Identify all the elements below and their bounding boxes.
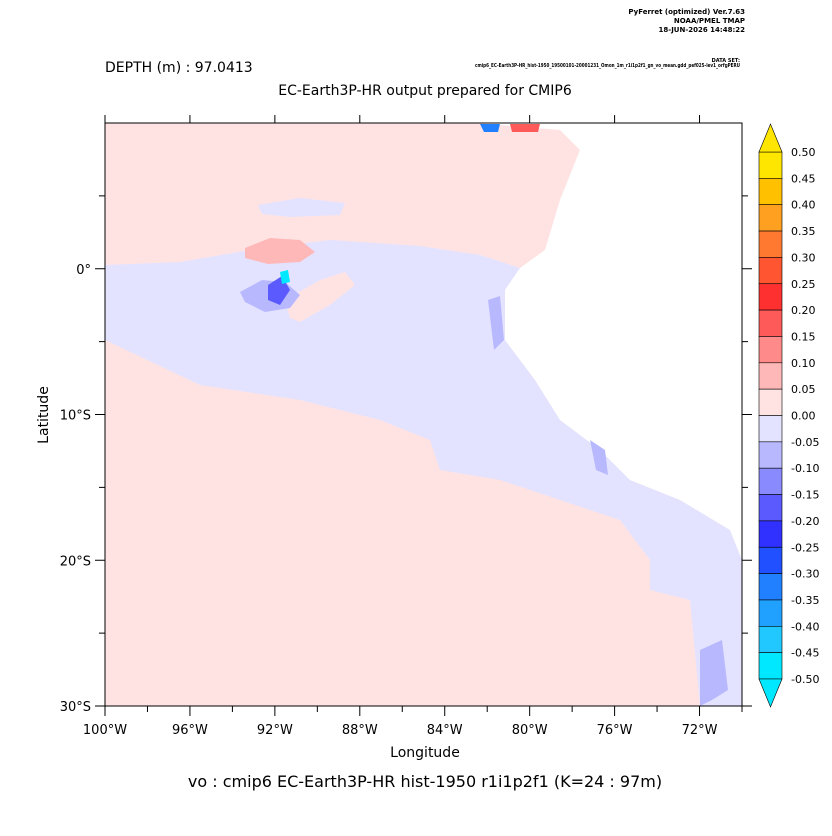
coast-strip <box>700 640 728 706</box>
positive-tongue <box>285 272 355 322</box>
colorbar-box <box>758 230 783 258</box>
colorbar-label: -0.50 <box>791 673 819 686</box>
colorbar-label: -0.35 <box>791 594 819 607</box>
chart-title: EC-Earth3P-HR output prepared for CMIP6 <box>278 83 572 99</box>
header-line: 18-JUN-2026 14:48:22 <box>659 26 746 34</box>
colorbar-box <box>758 283 783 311</box>
x-tick-label: 92°W <box>257 723 293 738</box>
y-tick-label: 10°S <box>60 409 91 424</box>
colorbar-box <box>758 257 783 285</box>
colorbar-label: 0.15 <box>791 330 816 343</box>
positive-patch <box>245 238 315 264</box>
colorbar-label: 0.05 <box>791 383 816 396</box>
x-tick-label: 100°W <box>83 723 127 738</box>
colorbar-label: 0.20 <box>791 304 816 317</box>
dataset: cmip6_EC-Earth3P-HR_hist-1950_19500101-2… <box>475 63 740 69</box>
colorbar-box <box>758 573 783 601</box>
colorbar-box <box>758 151 783 179</box>
colorbar-label: -0.45 <box>791 647 819 660</box>
y-tick-label: 0° <box>76 263 91 278</box>
colorbar-box <box>758 178 783 206</box>
colorbar-box <box>758 309 783 337</box>
colorbar-label: -0.05 <box>791 436 819 449</box>
colorbar-label: 0.50 <box>791 146 816 159</box>
colorbar-box <box>758 336 783 364</box>
field <box>105 123 745 706</box>
y-tick-label: 20°S <box>60 554 91 569</box>
colorbar-label: -0.40 <box>791 620 819 633</box>
depth-label: DEPTH (m) : 97.0413 <box>105 60 253 76</box>
negative-core <box>280 270 290 284</box>
colorbar-box <box>758 520 783 548</box>
colorbar-label: 0.40 <box>791 199 816 212</box>
colorbar-over <box>758 123 783 153</box>
colorbar-label: -0.25 <box>791 541 819 554</box>
negative-patch <box>258 198 345 217</box>
colorbar-label: 0.35 <box>791 225 816 238</box>
colorbar-label: 0.25 <box>791 278 816 291</box>
x-tick-label: 72°W <box>682 723 718 738</box>
colorbar-box <box>758 362 783 390</box>
colorbar-label: -0.15 <box>791 489 819 502</box>
negative-region <box>105 240 742 706</box>
header-line: NOAA/PMEL TMAP <box>674 17 745 25</box>
colorbar-label: 0.10 <box>791 357 816 370</box>
coast-strip <box>590 440 608 475</box>
colorbar-box <box>758 546 783 574</box>
colorbar-label: 0.45 <box>791 172 816 185</box>
colorbar-box <box>758 599 783 627</box>
colorbar-label: -0.10 <box>791 462 819 475</box>
colorbar-box <box>758 415 783 443</box>
colorbar-under <box>758 678 783 708</box>
x-tick-label: 96°W <box>172 723 208 738</box>
x-axis-label: Longitude <box>390 745 460 761</box>
x-tick-label: 84°W <box>427 723 463 738</box>
colorbar-box <box>758 467 783 495</box>
header-line: PyFerret (optimized) Ver.7.63 <box>628 8 745 16</box>
positive-patch <box>510 124 540 132</box>
caption: vo : cmip6 EC-Earth3P-HR hist-1950 r1i1p… <box>188 772 662 791</box>
x-tick-label: 80°W <box>512 723 548 738</box>
colorbar-label: 0.30 <box>791 251 816 264</box>
coast-strip <box>488 296 504 350</box>
negative-patch <box>480 124 500 132</box>
colorbar-label: 0.00 <box>791 410 816 423</box>
colorbar-box <box>758 441 783 469</box>
colorbar-box <box>758 652 783 680</box>
x-tick-label: 88°W <box>342 723 378 738</box>
data-set-label: DATA SET: <box>712 58 740 64</box>
colorbar-box <box>758 204 783 232</box>
y-tick-label: 30°S <box>60 700 91 715</box>
colorbar-box <box>758 625 783 653</box>
colorbar-label: -0.30 <box>791 568 819 581</box>
colorbar-box <box>758 494 783 522</box>
colorbar-box <box>758 388 783 416</box>
colorbar-label: -0.20 <box>791 515 819 528</box>
land <box>475 123 745 560</box>
y-axis-label: Latitude <box>36 386 52 444</box>
x-tick-label: 76°W <box>597 723 633 738</box>
